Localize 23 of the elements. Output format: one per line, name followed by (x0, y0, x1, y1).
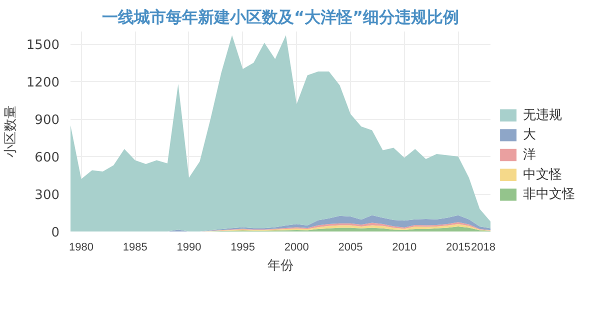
x-tick-label: 1990 (176, 242, 202, 254)
y-tick-label: 1200 (26, 76, 60, 90)
x-tick-label: 1985 (122, 242, 148, 254)
y-tick-label: 900 (34, 113, 60, 128)
x-tick-label: 1980 (69, 242, 94, 254)
y-tick-label: 600 (34, 150, 60, 166)
legend-label: 非中文怪 (522, 187, 575, 202)
x-tick-label: 2000 (284, 242, 309, 254)
y-axis-title: 小区数量 (3, 106, 18, 158)
x-tick-label: 2015 (446, 242, 470, 254)
y-tick-label: 1500 (26, 38, 60, 53)
x-tick-label: 2005 (338, 242, 363, 254)
y-tick-label: 0 (51, 226, 60, 240)
x-tick-label: 2010 (392, 242, 417, 254)
legend-label: 大 (522, 128, 536, 143)
legend-label: 无违规 (522, 108, 562, 123)
legend-label: 洋 (522, 148, 536, 163)
chart-title: 一线城市每年新建小区数及“大洋怪”细分违规比例 (102, 8, 460, 26)
x-axis-title: 年份 (268, 258, 294, 274)
x-tick-label: 2018 (471, 242, 496, 254)
y-tick-label: 300 (34, 188, 60, 203)
legend-label: 中文怪 (522, 167, 562, 182)
x-tick-label: 1995 (230, 242, 256, 254)
